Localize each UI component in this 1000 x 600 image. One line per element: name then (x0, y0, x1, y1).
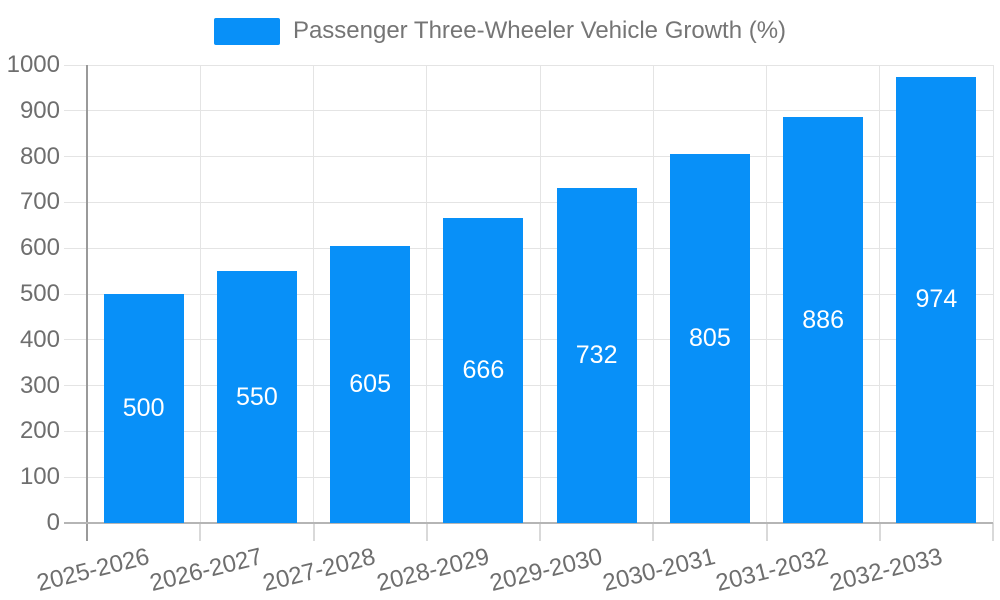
bar-value-label: 805 (689, 324, 731, 353)
legend[interactable]: Passenger Three-Wheeler Vehicle Growth (… (0, 17, 1000, 45)
vertical-gridline (766, 65, 767, 523)
y-axis-label: 500 (19, 280, 60, 307)
x-axis-label: 2032-2033 (826, 543, 945, 597)
y-axis-label: 300 (19, 371, 60, 399)
bar-value-label: 974 (915, 285, 958, 314)
y-axis-line (86, 65, 88, 523)
bar[interactable]: 500 (103, 294, 184, 523)
vertical-gridline (313, 65, 314, 523)
legend-swatch (213, 17, 280, 45)
bar-value-label: 550 (236, 382, 278, 411)
x-axis-label: 2025-2026 (34, 543, 152, 597)
x-axis-label: 2026-2027 (147, 543, 266, 597)
bar-value-label: 732 (575, 340, 618, 369)
x-axis-label: 2029-2030 (487, 543, 605, 597)
x-axis-tick (199, 523, 202, 541)
vertical-gridline (992, 65, 994, 523)
bar-value-label: 666 (462, 355, 505, 384)
x-axis-line (64, 522, 993, 524)
y-axis-label: 900 (19, 96, 60, 124)
horizontal-gridline (64, 110, 993, 112)
x-axis-label: 2031-2032 (713, 543, 832, 597)
y-axis-label: 700 (19, 188, 60, 216)
bar-value-label: 500 (122, 394, 165, 422)
legend-label: Passenger Three-Wheeler Vehicle Growth (… (292, 17, 787, 44)
y-axis-label: 100 (19, 463, 60, 491)
bar-value-label: 886 (802, 305, 844, 334)
x-axis-tick (539, 523, 541, 541)
vertical-gridline (879, 65, 881, 523)
x-axis-tick (425, 523, 428, 541)
horizontal-gridline (64, 201, 993, 203)
bar[interactable]: 974 (896, 76, 977, 523)
y-axis-label: 800 (19, 142, 60, 170)
bar[interactable]: 732 (556, 187, 637, 523)
horizontal-gridline (64, 293, 993, 295)
x-axis-tick (992, 523, 994, 541)
horizontal-gridline (64, 156, 993, 158)
bar[interactable]: 805 (669, 154, 750, 523)
y-axis-label: 600 (19, 234, 60, 262)
y-axis-label: 200 (19, 417, 60, 445)
bar[interactable]: 666 (443, 217, 524, 523)
x-axis-tick (86, 523, 88, 541)
bar[interactable]: 550 (216, 271, 297, 523)
x-axis-tick (878, 523, 881, 541)
x-axis-tick (312, 523, 315, 541)
horizontal-gridline (64, 64, 993, 66)
vertical-gridline (199, 65, 201, 523)
horizontal-gridline (64, 430, 993, 432)
y-axis-label: 0 (46, 509, 60, 536)
horizontal-gridline (64, 385, 993, 387)
horizontal-gridline (64, 476, 993, 478)
x-axis-label: 2030-2031 (600, 543, 719, 597)
vertical-gridline (652, 65, 654, 523)
x-axis-label: 2028-2029 (373, 543, 492, 597)
horizontal-gridline (64, 247, 993, 249)
bar[interactable]: 886 (783, 117, 864, 523)
bar[interactable]: 605 (330, 245, 411, 523)
bar-value-label: 605 (349, 369, 391, 398)
vertical-gridline (539, 65, 541, 523)
y-axis-label: 1000 (6, 51, 60, 78)
x-axis-tick (765, 523, 768, 541)
x-axis-label: 2027-2028 (260, 543, 379, 597)
y-axis-label: 400 (19, 325, 60, 353)
x-axis-tick (652, 523, 655, 541)
horizontal-gridline (64, 339, 993, 341)
vertical-gridline (426, 65, 428, 523)
